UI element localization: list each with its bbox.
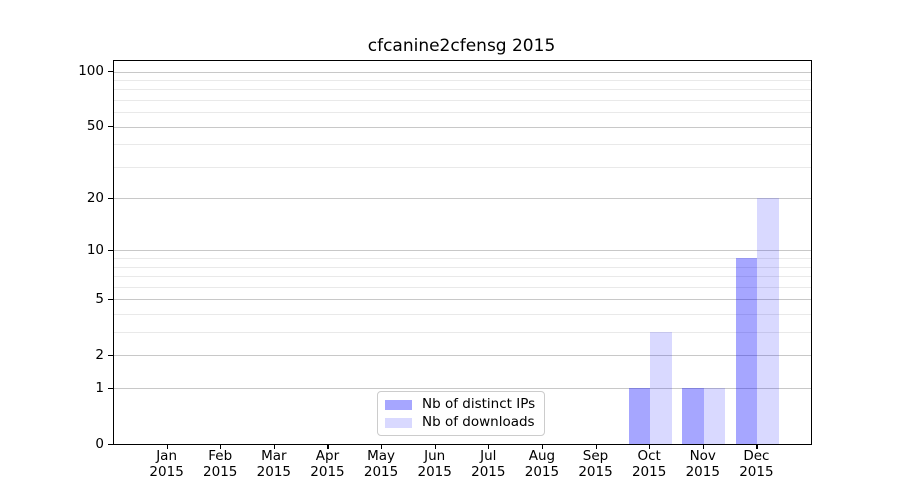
x-tick-label: Nov 2015 (685, 448, 720, 480)
bar-nb-of-downloads-dec (757, 198, 779, 444)
gridline-major (114, 388, 811, 390)
x-tick-mark (649, 444, 651, 449)
gridline-minor (114, 332, 811, 334)
bar-nb-of-downloads-nov (703, 388, 726, 444)
x-tick-mark (166, 444, 168, 449)
gridline-major (114, 126, 811, 128)
gridline-minor (114, 166, 811, 168)
y-tick-mark (108, 443, 114, 445)
gridline-major (114, 250, 811, 252)
gridline-minor (114, 99, 811, 101)
y-tick-mark (108, 126, 114, 128)
chart-title: cfcanine2cfensg 2015 (367, 36, 556, 56)
x-tick-label: Oct 2015 (631, 448, 667, 480)
gridline-major (114, 355, 811, 357)
bar-nb-of-distinct-ips-dec (735, 258, 758, 444)
y-tick-label: 20 (86, 189, 104, 206)
x-tick-mark (220, 444, 222, 449)
gridline-major (114, 71, 811, 73)
gridline-minor (114, 112, 811, 114)
legend-label-downloads: Nb of downloads (422, 414, 535, 430)
x-tick-label: May 2015 (363, 448, 399, 480)
gridline-major (114, 198, 811, 200)
y-tick-label: 50 (86, 118, 104, 135)
y-tick-mark (108, 71, 114, 73)
legend-swatch-downloads-icon (385, 417, 412, 428)
y-tick-label: 100 (78, 63, 104, 79)
x-tick-mark (541, 444, 544, 449)
bar-nb-of-downloads-oct (650, 332, 672, 444)
x-tick-mark (273, 444, 276, 449)
gridline-minor (114, 89, 811, 91)
y-tick-label: 5 (95, 290, 104, 307)
gridline-minor (114, 144, 811, 146)
y-tick-mark (108, 249, 114, 252)
x-tick-label: Jul 2015 (471, 448, 506, 480)
x-tick-mark (381, 444, 383, 449)
x-tick-label: Sep 2015 (578, 448, 613, 480)
x-tick-label: Jan 2015 (149, 448, 184, 480)
x-tick-label: Apr 2015 (310, 448, 345, 480)
gridline-minor (114, 258, 811, 260)
legend-swatch-distinct-ips-icon (385, 399, 412, 410)
x-tick-mark (327, 444, 329, 449)
legend: Nb of distinct IPs Nb of downloads (377, 391, 546, 436)
legend-item-distinct-ips: Nb of distinct IPs (385, 397, 535, 412)
legend-item-downloads: Nb of downloads (385, 415, 535, 430)
legend-label-distinct-ips: Nb of distinct IPs (422, 396, 536, 412)
y-tick-label: 2 (95, 346, 104, 363)
y-tick-mark (108, 298, 114, 301)
bar-nb-of-distinct-ips-nov (682, 388, 704, 444)
y-tick-label: 1 (95, 379, 104, 396)
bar-nb-of-distinct-ips-oct (628, 388, 651, 444)
y-tick-mark (108, 354, 114, 356)
gridline-minor (114, 276, 811, 278)
gridline-minor (114, 314, 811, 316)
x-tick-mark (434, 444, 436, 449)
x-tick-label: Mar 2015 (256, 448, 292, 480)
plot-area (113, 60, 812, 445)
y-tick-mark (108, 387, 114, 389)
gridline-minor (114, 79, 811, 81)
y-tick-label: 0 (95, 435, 104, 452)
y-tick-label: 10 (86, 241, 104, 258)
x-tick-label: Aug 2015 (524, 448, 560, 480)
gridline-minor (114, 266, 811, 268)
x-tick-mark (702, 444, 704, 449)
y-tick-mark (108, 197, 114, 199)
x-tick-label: Jun 2015 (417, 448, 452, 480)
x-tick-mark (488, 444, 490, 449)
x-tick-mark (595, 444, 597, 449)
x-tick-label: Dec 2015 (739, 448, 774, 480)
x-tick-mark (756, 444, 758, 449)
gridline-major (114, 299, 811, 301)
gridline-minor (114, 286, 811, 288)
x-tick-label: Feb 2015 (203, 448, 238, 480)
